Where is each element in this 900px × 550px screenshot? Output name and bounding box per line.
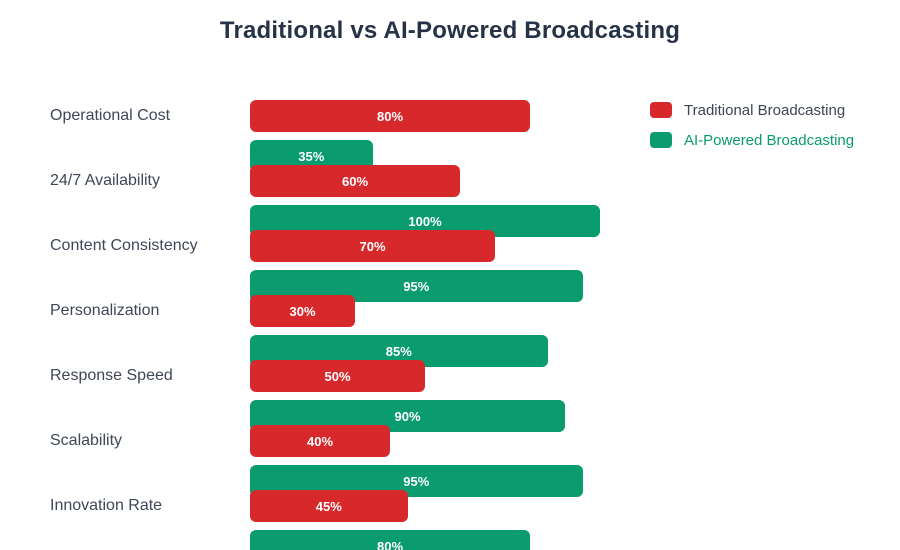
legend-item-ai-powered: AI-Powered Broadcasting	[650, 130, 854, 150]
category-label-scalability: Scalability	[50, 432, 123, 449]
traditional-bar-response-speed: 50%	[250, 360, 425, 392]
bar-value-label: 95%	[403, 473, 430, 489]
bar-value-label: 60%	[341, 173, 369, 189]
ai-bar-scalability: 95%	[250, 465, 583, 497]
bar-value-label: 100%	[408, 213, 442, 229]
legend-swatch-ai-powered-icon	[650, 132, 672, 148]
bar-value-label: 40%	[306, 433, 334, 449]
category-label-24-7-availability: 24/7 Availability	[50, 172, 160, 189]
bar-value-label: 35%	[298, 148, 325, 164]
ai-bar-innovation-rate: 80%	[250, 530, 530, 550]
bar-value-label: 50%	[324, 368, 351, 384]
bar-value-label: 90%	[394, 408, 421, 424]
bar-value-label: 95%	[403, 278, 430, 294]
category-label-content-consistency: Content Consistency	[50, 237, 198, 254]
bar-value-label: 45%	[315, 498, 342, 514]
legend-label-traditional: Traditional Broadcasting	[684, 101, 846, 119]
category-label-innovation-rate: Innovation Rate	[50, 497, 163, 514]
traditional-bar-operational-cost: 80%	[250, 100, 530, 132]
bar-value-label: 85%	[385, 343, 412, 359]
bar-value-label: 30%	[289, 303, 316, 319]
legend-label-ai-powered: AI-Powered Broadcasting	[684, 131, 855, 149]
legend-swatch-traditional-icon	[650, 102, 672, 118]
bar-value-label: 70%	[359, 238, 386, 254]
bar-value-label: 80%	[376, 538, 404, 550]
category-label-operational-cost: Operational Cost	[50, 107, 171, 124]
bar-value-label: 80%	[376, 108, 404, 124]
chart-title: Traditional vs AI-Powered Broadcasting	[219, 17, 681, 44]
category-label-personalization: Personalization	[50, 302, 160, 319]
traditional-bar-24-7-availability: 60%	[250, 165, 460, 197]
category-label-response-speed: Response Speed	[50, 367, 173, 384]
traditional-bar-scalability: 40%	[250, 425, 390, 457]
legend-item-traditional: Traditional Broadcasting	[650, 100, 854, 120]
legend: Traditional Broadcasting AI-Powered Broa…	[650, 100, 854, 160]
traditional-bar-personalization: 30%	[250, 295, 355, 327]
traditional-bar-content-consistency: 70%	[250, 230, 495, 262]
traditional-bar-innovation-rate: 45%	[250, 490, 408, 522]
